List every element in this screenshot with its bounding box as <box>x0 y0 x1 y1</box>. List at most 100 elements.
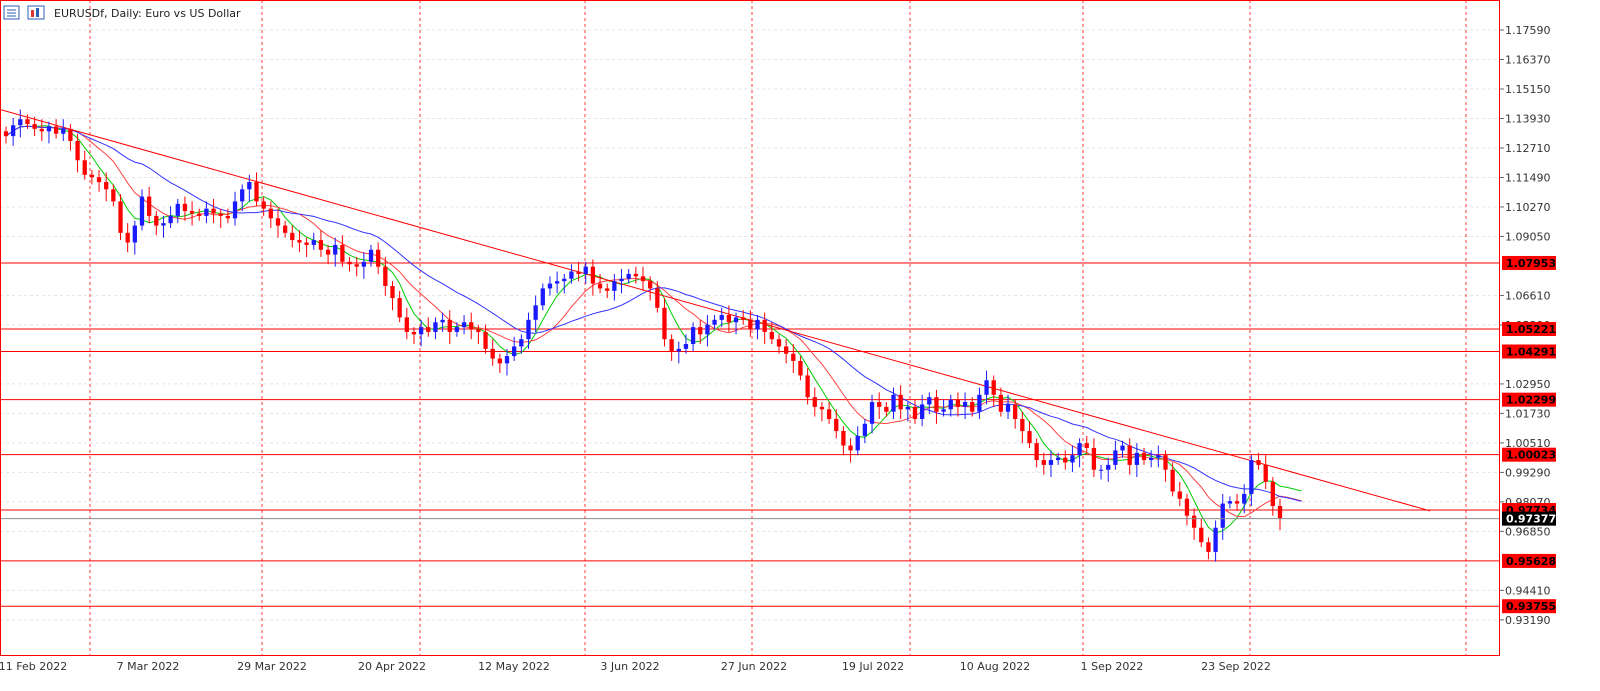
time-axis[interactable]: 11 Feb 2022 7 Mar 2022 29 Mar 2022 20 Apr 2… <box>0 660 1271 673</box>
candle-body <box>1113 450 1118 465</box>
level-tag-label: 0.95628 <box>1506 555 1556 568</box>
candle-63 <box>454 322 460 337</box>
candle-128 <box>919 394 925 427</box>
candle-148 <box>1063 450 1068 470</box>
candle-body <box>25 119 30 125</box>
candle-body <box>161 223 166 226</box>
candle-62 <box>447 310 452 345</box>
candle-body <box>955 399 961 407</box>
candle-body <box>783 346 789 354</box>
y-tick-label: 1.15150 <box>1505 83 1551 96</box>
candle-71 <box>512 336 517 361</box>
candle-body <box>132 225 137 243</box>
candle-157 <box>1127 438 1132 475</box>
candle-142 <box>1020 411 1025 444</box>
candle-129 <box>927 392 932 415</box>
candle-body <box>1227 501 1233 504</box>
candle-15 <box>111 184 116 207</box>
candle-122 <box>877 392 882 419</box>
candle-36 <box>261 196 266 216</box>
x-tick-label: 11 Feb 2022 <box>0 660 67 673</box>
candle-105 <box>755 315 760 340</box>
candle-106 <box>762 312 767 345</box>
candle-body <box>690 327 696 345</box>
candle-body <box>53 126 59 134</box>
candle-79 <box>569 264 574 284</box>
candle-body <box>247 182 252 190</box>
candle-88 <box>633 266 638 284</box>
candle-body <box>826 409 832 419</box>
candle-body <box>440 319 445 323</box>
candle-14 <box>104 172 109 202</box>
candle-body <box>1005 404 1011 412</box>
y-tick-label: 1.10270 <box>1505 201 1551 214</box>
candle-body <box>512 346 517 357</box>
candle-body <box>89 174 95 178</box>
candle-155 <box>1113 440 1118 470</box>
candle-160 <box>1149 450 1154 468</box>
candle-49 <box>354 256 359 277</box>
current-price-tag-label: 0.97377 <box>1506 513 1556 526</box>
candle-6 <box>46 121 52 144</box>
candle-165 <box>1184 493 1190 526</box>
candle-body <box>1163 455 1168 470</box>
candle-body <box>11 125 16 137</box>
candle-body <box>96 177 102 183</box>
chart-header: EURUSDf, Daily: Euro vs US Dollar <box>3 5 241 20</box>
y-tick-label: 1.06610 <box>1505 289 1551 302</box>
candle-body <box>154 215 159 226</box>
candlestick-chart-icon[interactable] <box>3 5 20 20</box>
candle-body <box>82 160 87 175</box>
candle-159 <box>1141 447 1147 465</box>
price-axis[interactable]: 1.17590 1.16370 1.15150 1.13930 1.12710 1.114… <box>1500 24 1556 627</box>
level-tag-label: 1.07953 <box>1506 257 1556 270</box>
candle-161 <box>1156 445 1161 468</box>
candle-27 <box>197 208 202 221</box>
level-tag-label: 1.05221 <box>1506 323 1556 336</box>
candle-body <box>225 215 231 219</box>
candle-43 <box>311 232 316 250</box>
candle-91 <box>655 281 660 313</box>
candle-body <box>862 423 868 436</box>
candle-body <box>240 189 245 202</box>
level-tag-bg <box>1502 322 1556 337</box>
candle-body <box>533 305 538 320</box>
candle-152 <box>1091 438 1097 477</box>
candle-82 <box>590 259 596 296</box>
candle-body <box>605 288 610 291</box>
candle-body <box>1256 460 1261 465</box>
candle-172 <box>1234 493 1240 511</box>
candle-body <box>547 283 553 289</box>
y-tick-label: 0.94410 <box>1505 584 1551 597</box>
candle-2 <box>18 109 23 138</box>
candle-98 <box>705 315 710 347</box>
candle-24 <box>175 198 180 224</box>
candle-65 <box>469 312 474 340</box>
candle-body <box>705 324 710 335</box>
candle-body <box>962 402 968 407</box>
candle-3 <box>25 114 30 129</box>
candle-25 <box>182 196 188 221</box>
candle-166 <box>1191 508 1197 540</box>
candle-body <box>311 240 316 245</box>
chart-window-icon[interactable] <box>27 5 45 20</box>
candle-body <box>798 360 803 376</box>
candle-76 <box>547 276 553 296</box>
candle-body <box>111 189 116 202</box>
candle-4 <box>32 116 37 137</box>
candle-body <box>261 201 266 209</box>
candle-162 <box>1163 450 1168 482</box>
candle-44 <box>318 230 324 257</box>
candle-body <box>905 406 910 410</box>
trend-line[interactable] <box>0 109 1431 512</box>
candle-89 <box>640 266 646 291</box>
candle-body <box>755 319 760 330</box>
candles <box>3 109 1283 562</box>
candle-124 <box>891 387 896 419</box>
candle-55 <box>397 290 402 323</box>
candle-59 <box>426 317 431 337</box>
candle-body <box>683 344 689 349</box>
x-tick-label: 20 Apr 2022 <box>358 660 426 673</box>
